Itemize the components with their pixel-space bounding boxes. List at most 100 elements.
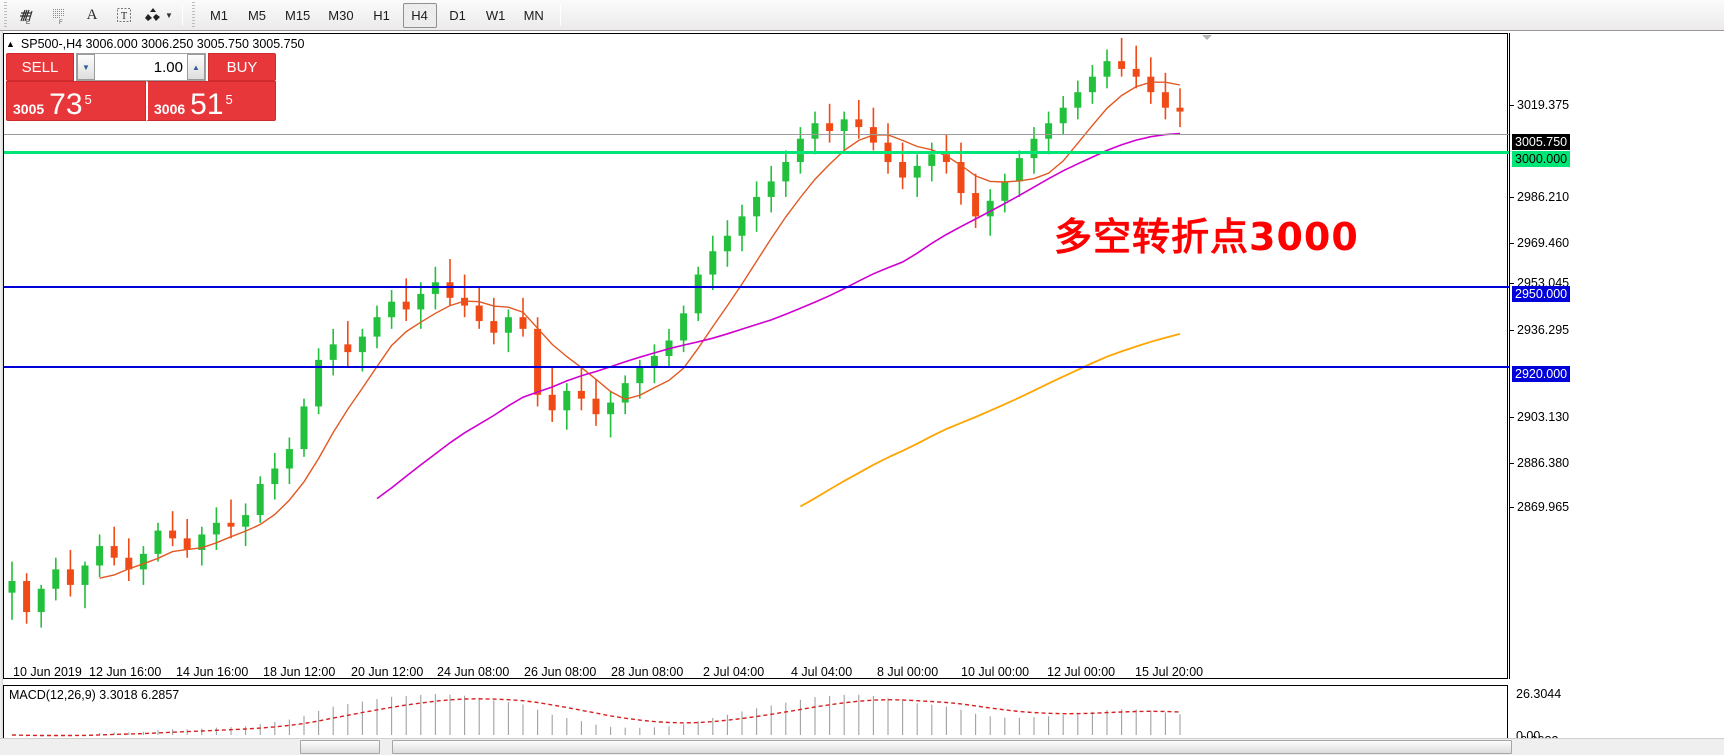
bid-fraction: 5 [84, 92, 92, 107]
scroll-position-marker [1202, 35, 1212, 40]
sell-button[interactable]: SELL [6, 53, 74, 81]
time-axis-label: 18 Jun 12:00 [263, 665, 336, 679]
level-line-2950 [4, 286, 1509, 288]
trade-controls-row: SELL ▼ 1.00 ▲ BUY [6, 53, 276, 81]
timeframe-h4[interactable]: H4 [402, 2, 437, 28]
price-axis-label: 2936.295 [1517, 323, 1570, 337]
toolbar-separator-end [559, 4, 561, 26]
ask-quote[interactable]: 3006 51 5 [146, 81, 276, 121]
text-tool-icon[interactable]: A [86, 6, 98, 23]
time-axis: 10 Jun 2019 12 Jun 16:00 14 Jun 16:00 18 Ju… [3, 665, 1508, 687]
symbol-header: ▲ SP500-,H4 3006.000 3006.250 3005.750 3… [6, 37, 305, 51]
price-axis-label: 2886.380 [1517, 456, 1570, 470]
bid-quote[interactable]: 3005 73 5 [6, 81, 146, 121]
timeframe-d1[interactable]: D1 [441, 3, 475, 28]
macd-pane[interactable]: MACD(12,26,9) 3.3018 6.2857 [3, 685, 1508, 742]
volume-stepper[interactable]: ▼ 1.00 ▲ [76, 53, 206, 81]
price-axis-label: 2869.965 [1517, 500, 1570, 514]
price-axis-tick [1510, 283, 1514, 284]
timeframe-m30[interactable]: M30 [321, 3, 360, 28]
price-axis-tick [1510, 197, 1514, 198]
time-axis-label: 12 Jun 16:00 [89, 665, 162, 679]
timeframe-d1-label: D1 [449, 7, 466, 23]
level-line-3000 [4, 151, 1509, 154]
ask-fraction: 5 [225, 92, 233, 107]
ask-price: 51 [190, 88, 224, 121]
indicator-axis-label: 26.3044 [1516, 687, 1562, 701]
bid-big-figure: 3005 [13, 101, 45, 117]
toolbar-separator [182, 4, 183, 26]
scrollbar-thumb-main[interactable] [392, 740, 1512, 754]
price-chart-svg [8, 37, 1184, 628]
timeframe-w1[interactable]: W1 [479, 3, 513, 28]
level-line-2920 [4, 366, 1509, 368]
objects-icon[interactable] [141, 1, 165, 29]
chart-annotation-text: 多空转折点3000 [1054, 215, 1359, 259]
objects-dropdown-icon[interactable]: ▼ [165, 10, 173, 20]
price-axis-tick [1510, 330, 1514, 331]
timeframe-m5[interactable]: M5 [240, 3, 274, 28]
price-axis-tick [1510, 463, 1514, 464]
collapse-triangle-icon[interactable]: ▲ [6, 38, 15, 49]
main-toolbar: E [0, 0, 1724, 31]
time-axis-label: 15 Jul 20:00 [1135, 665, 1204, 679]
text-label-icon[interactable]: T [109, 1, 139, 29]
price-axis-highlight-label: 2950.000 [1512, 286, 1571, 302]
chart-area[interactable]: 多空转折点3000 MACD(12,26,9) 3.3018 6.2857 RS… [0, 31, 1724, 755]
time-axis-label: 10 Jun 2019 [13, 665, 82, 679]
time-axis-label: 12 Jul 00:00 [1047, 665, 1116, 679]
price-axis-label: 2986.210 [1517, 190, 1570, 204]
horizontal-scrollbar[interactable] [0, 738, 1724, 755]
price-axis-highlight-label: 2920.000 [1512, 366, 1571, 382]
time-axis-label: 14 Jun 16:00 [176, 665, 249, 679]
buy-button[interactable]: BUY [208, 53, 276, 81]
time-axis-label: 4 Jul 04:00 [791, 665, 853, 679]
timeframe-h4-label: H4 [411, 7, 428, 23]
indicators-icon[interactable]: E [13, 1, 43, 29]
volume-input[interactable]: 1.00 [95, 54, 187, 80]
buy-button-label: BUY [226, 58, 258, 76]
symbol-ohlc-text: SP500-,H4 3006.000 3006.250 3005.750 300… [20, 37, 305, 51]
price-axis-tick [1510, 507, 1514, 508]
price-axis-label: 2903.130 [1517, 410, 1570, 424]
timeframe-m1-label: M1 [209, 7, 229, 23]
timeframe-m30-label: M30 [328, 7, 354, 23]
scrollbar-thumb-left[interactable] [300, 740, 380, 754]
timeframe-w1-label: W1 [485, 7, 506, 23]
time-axis-label: 28 Jun 08:00 [611, 665, 684, 679]
timeframe-m1[interactable]: M1 [202, 3, 236, 28]
timeframe-h1-label: H1 [373, 7, 390, 23]
price-axis-tick [1510, 243, 1514, 244]
price-axis-label: 3019.375 [1517, 98, 1570, 112]
svg-text:T: T [121, 11, 127, 22]
time-axis-label: 26 Jun 08:00 [524, 665, 597, 679]
price-axis-highlight-label: 3005.750 [1512, 134, 1571, 150]
time-axis-label: 10 Jul 00:00 [961, 665, 1030, 679]
timeframe-mn-label: MN [523, 7, 544, 23]
price-axis-highlight-label: 3000.000 [1512, 151, 1571, 167]
timeframe-grip-handle[interactable] [190, 2, 197, 28]
timeframe-m5-label: M5 [247, 7, 267, 23]
price-pane[interactable]: 多空转折点3000 [3, 33, 1509, 679]
timeframe-h1[interactable]: H1 [365, 3, 399, 28]
one-click-trading-panel[interactable]: SELL ▼ 1.00 ▲ BUY 3005 7 [6, 53, 276, 121]
chevron-down-icon: ▼ [82, 62, 90, 72]
time-axis-label: 2 Jul 04:00 [703, 665, 765, 679]
chevron-up-icon: ▲ [192, 62, 200, 72]
time-axis-label: 20 Jun 12:00 [351, 665, 424, 679]
timeframe-mn[interactable]: MN [517, 3, 551, 28]
toolbar-grip-handle[interactable] [2, 2, 9, 28]
timeframe-m15-label: M15 [285, 7, 311, 23]
svg-text:F: F [59, 20, 63, 26]
grid-icon[interactable]: F [45, 1, 75, 29]
time-axis-label: 8 Jul 00:00 [877, 665, 939, 679]
price-axis[interactable]: 3019.375 2986.210 2969.460 2953.045 2936.295… [1509, 33, 1721, 679]
svg-text:E: E [26, 20, 30, 26]
left-edge-strip [0, 31, 3, 755]
volume-increase-button[interactable]: ▲ [187, 54, 205, 80]
volume-decrease-button[interactable]: ▼ [77, 54, 95, 80]
time-axis-label: 24 Jun 08:00 [437, 665, 510, 679]
price-axis-tick [1510, 417, 1514, 418]
timeframe-m15[interactable]: M15 [278, 3, 317, 28]
